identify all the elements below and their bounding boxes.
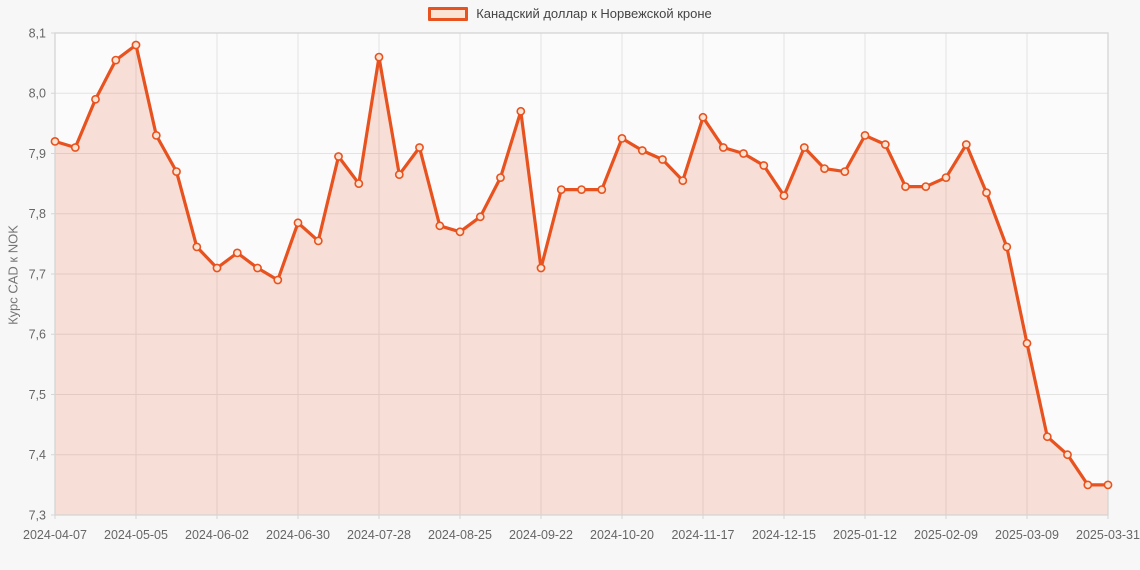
data-point-marker[interactable] bbox=[435, 221, 445, 231]
x-tick-label: 2024-05-05 bbox=[104, 528, 168, 542]
data-point-marker[interactable] bbox=[860, 130, 870, 140]
data-point-marker[interactable] bbox=[273, 275, 283, 285]
data-point-marker[interactable] bbox=[111, 55, 121, 65]
x-tick-label: 2024-07-28 bbox=[347, 528, 411, 542]
data-point-marker[interactable] bbox=[91, 94, 100, 104]
data-point-marker[interactable] bbox=[354, 179, 364, 188]
data-point-marker[interactable] bbox=[1063, 450, 1072, 460]
data-point-marker[interactable] bbox=[334, 152, 343, 161]
data-point-marker[interactable] bbox=[961, 140, 971, 149]
y-tick-label: 7,6 bbox=[29, 328, 46, 342]
data-point-marker[interactable] bbox=[698, 112, 708, 122]
data-point-marker[interactable] bbox=[880, 140, 890, 149]
data-point-marker[interactable] bbox=[374, 52, 384, 62]
data-point-marker[interactable] bbox=[70, 143, 80, 152]
y-axis-title-text: Курс CAD к NOK bbox=[5, 225, 21, 325]
data-point-marker[interactable] bbox=[799, 143, 809, 152]
data-point-marker[interactable] bbox=[293, 218, 303, 228]
data-point-marker[interactable] bbox=[901, 182, 910, 191]
x-tick-label: 2024-10-20 bbox=[590, 528, 654, 542]
y-tick-label: 7,4 bbox=[29, 448, 46, 462]
x-tick-label: 2024-11-17 bbox=[671, 528, 734, 542]
series-area bbox=[55, 45, 1108, 515]
data-point-marker[interactable] bbox=[151, 130, 161, 140]
data-point-marker[interactable] bbox=[1083, 480, 1093, 490]
chart-legend: Канадский доллар к Норвежской кроне bbox=[0, 6, 1140, 21]
data-point-marker[interactable] bbox=[820, 164, 829, 173]
legend-swatch-icon bbox=[428, 6, 469, 21]
data-point-marker[interactable] bbox=[617, 133, 627, 143]
y-tick-label: 7,7 bbox=[29, 267, 46, 281]
data-point-marker[interactable] bbox=[982, 188, 991, 198]
data-point-marker[interactable] bbox=[1022, 338, 1032, 348]
x-tick-label: 2024-08-25 bbox=[428, 528, 492, 542]
data-point-marker[interactable] bbox=[455, 227, 465, 237]
data-point-marker[interactable] bbox=[212, 263, 222, 273]
x-tick-label: 2025-03-09 bbox=[995, 528, 1059, 542]
y-tick-label: 8,1 bbox=[29, 26, 46, 40]
data-point-marker[interactable] bbox=[232, 248, 242, 258]
data-point-marker[interactable] bbox=[658, 155, 667, 164]
data-point-marker[interactable] bbox=[1042, 432, 1052, 442]
x-tick-label: 2024-12-15 bbox=[752, 528, 816, 542]
data-point-marker[interactable] bbox=[192, 242, 202, 252]
data-point-marker[interactable] bbox=[475, 212, 485, 222]
data-point-marker[interactable] bbox=[739, 149, 748, 158]
y-tick-label: 7,9 bbox=[29, 147, 46, 161]
x-tick-label: 2025-03-31 bbox=[1076, 528, 1140, 542]
data-point-marker[interactable] bbox=[718, 143, 728, 152]
data-point-marker[interactable] bbox=[536, 263, 546, 273]
data-point-marker[interactable] bbox=[941, 173, 951, 182]
data-point-marker[interactable] bbox=[779, 191, 789, 201]
x-tick-label: 2025-02-09 bbox=[914, 528, 978, 542]
data-point-marker[interactable] bbox=[637, 146, 647, 155]
data-point-marker[interactable] bbox=[394, 170, 404, 179]
data-point-marker[interactable] bbox=[556, 185, 566, 194]
x-tick-label: 2024-06-30 bbox=[266, 528, 330, 542]
data-point-marker[interactable] bbox=[678, 176, 688, 185]
y-tick-label: 7,5 bbox=[29, 388, 46, 402]
y-tick-label: 8,0 bbox=[29, 87, 46, 101]
data-point-marker[interactable] bbox=[516, 106, 526, 116]
data-point-marker[interactable] bbox=[50, 136, 60, 146]
data-point-marker[interactable] bbox=[577, 185, 586, 194]
data-point-marker[interactable] bbox=[172, 167, 181, 176]
y-tick-label: 7,3 bbox=[29, 508, 46, 522]
data-point-marker[interactable] bbox=[496, 173, 505, 182]
data-point-marker[interactable] bbox=[131, 40, 141, 50]
data-point-marker[interactable] bbox=[1103, 480, 1113, 490]
data-point-marker[interactable] bbox=[313, 236, 323, 246]
legend-item-cad-nok[interactable]: Канадский доллар к Норвежской кроне bbox=[428, 6, 712, 21]
data-point-marker[interactable] bbox=[921, 182, 931, 191]
x-tick-label: 2024-06-02 bbox=[185, 528, 249, 542]
x-tick-label: 2025-01-12 bbox=[833, 528, 897, 542]
data-point-marker[interactable] bbox=[253, 263, 262, 273]
x-tick-label: 2024-09-22 bbox=[509, 528, 573, 542]
data-point-marker[interactable] bbox=[1002, 242, 1012, 252]
data-point-marker[interactable] bbox=[597, 185, 607, 194]
data-point-marker[interactable] bbox=[759, 161, 769, 170]
data-point-marker[interactable] bbox=[840, 167, 850, 176]
y-tick-label: 7,8 bbox=[29, 207, 46, 221]
x-tick-label: 2024-04-07 bbox=[23, 528, 87, 542]
data-point-marker[interactable] bbox=[415, 143, 424, 152]
legend-series-label: Канадский доллар к Норвежской кроне bbox=[476, 6, 712, 21]
